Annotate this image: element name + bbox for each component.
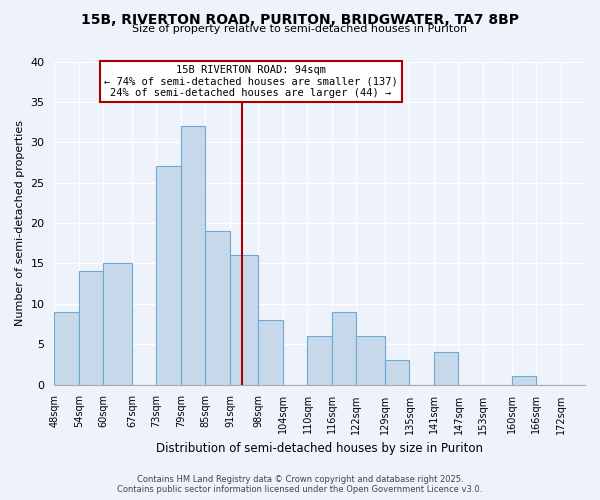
Bar	[307, 336, 332, 384]
Bar	[230, 256, 259, 384]
Bar	[181, 126, 205, 384]
Bar	[434, 352, 458, 384]
Bar	[356, 336, 385, 384]
Text: Contains HM Land Registry data © Crown copyright and database right 2025.
Contai: Contains HM Land Registry data © Crown c…	[118, 474, 482, 494]
Text: 15B RIVERTON ROAD: 94sqm
← 74% of semi-detached houses are smaller (137)
24% of : 15B RIVERTON ROAD: 94sqm ← 74% of semi-d…	[104, 64, 398, 98]
Bar	[385, 360, 409, 384]
Y-axis label: Number of semi-detached properties: Number of semi-detached properties	[15, 120, 25, 326]
Bar	[332, 312, 356, 384]
X-axis label: Distribution of semi-detached houses by size in Puriton: Distribution of semi-detached houses by …	[156, 442, 483, 455]
Bar	[79, 272, 103, 384]
Bar	[103, 264, 132, 384]
Bar	[157, 166, 181, 384]
Bar	[205, 231, 230, 384]
Bar	[259, 320, 283, 384]
Bar	[512, 376, 536, 384]
Text: Size of property relative to semi-detached houses in Puriton: Size of property relative to semi-detach…	[133, 24, 467, 34]
Text: 15B, RIVERTON ROAD, PURITON, BRIDGWATER, TA7 8BP: 15B, RIVERTON ROAD, PURITON, BRIDGWATER,…	[81, 12, 519, 26]
Bar	[55, 312, 79, 384]
